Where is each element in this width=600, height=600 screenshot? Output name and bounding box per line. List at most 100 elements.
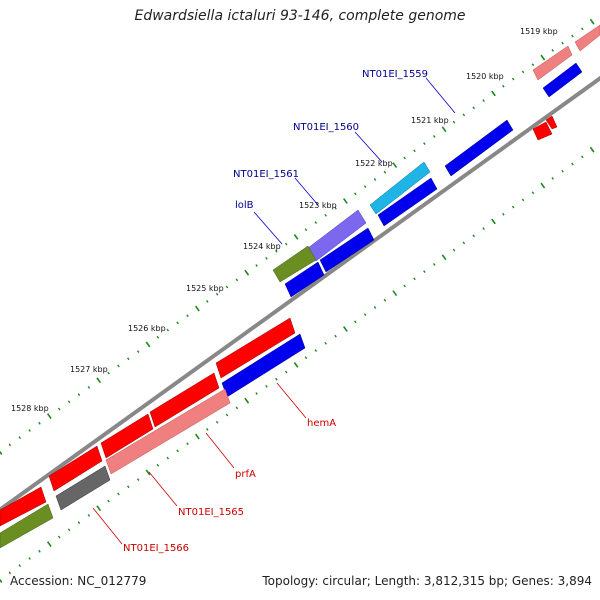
minor-tick	[334, 206, 337, 210]
gene-feature[interactable]	[149, 372, 220, 428]
minor-tick	[413, 277, 416, 281]
minor-tick	[502, 212, 505, 216]
major-tick	[392, 162, 398, 169]
forward-strand-genes	[0, 24, 600, 527]
minor-tick	[117, 492, 120, 496]
gene-label-NT01EI-1561[interactable]: NT01EI_1561	[233, 169, 299, 180]
major-tick	[145, 469, 151, 476]
gene-label-hemA[interactable]: hemA	[307, 418, 336, 429]
major-tick	[441, 254, 447, 261]
minor-tick	[373, 306, 377, 309]
minor-tick	[28, 429, 31, 432]
minor-tick	[571, 162, 574, 166]
leader-line	[425, 77, 456, 114]
gene-feature[interactable]	[532, 45, 573, 81]
gene-feature[interactable]	[369, 161, 431, 215]
gene-feature[interactable]	[215, 317, 296, 379]
minor-tick	[304, 356, 308, 360]
major-tick	[0, 450, 3, 455]
major-tick	[145, 341, 151, 348]
major-tick	[0, 578, 3, 583]
minor-tick	[225, 285, 229, 289]
genome-stats-text: Topology: circular; Length: 3,812,315 bp…	[262, 574, 592, 588]
minor-tick	[284, 242, 288, 246]
gene-feature[interactable]	[105, 388, 231, 475]
minor-tick	[8, 571, 12, 575]
minor-tick	[304, 228, 308, 232]
gene-feature[interactable]	[532, 121, 553, 141]
minor-tick	[265, 256, 268, 260]
gene-feature[interactable]	[574, 24, 600, 52]
gene-feature[interactable]	[0, 486, 47, 527]
leader-line	[253, 211, 283, 245]
minor-tick	[117, 364, 120, 368]
minor-tick	[324, 341, 327, 345]
minor-tick	[18, 564, 22, 568]
tick-label-1524: 1524 kbp	[243, 242, 281, 251]
major-tick	[244, 269, 250, 276]
minor-tick	[561, 41, 564, 45]
minor-tick	[77, 393, 81, 397]
major-tick	[491, 218, 496, 225]
tick-label-1521: 1521 kbp	[411, 116, 449, 125]
gene-feature[interactable]	[377, 177, 438, 227]
minor-tick	[186, 314, 189, 318]
gene-label-prfA[interactable]: prfA	[235, 469, 256, 480]
gene-feature[interactable]	[272, 245, 317, 283]
gene-label-NT01EI-1566[interactable]: NT01EI_1566	[123, 543, 189, 554]
minor-tick	[67, 528, 71, 532]
minor-tick	[255, 392, 258, 395]
minor-tick	[561, 169, 564, 173]
minor-tick	[511, 77, 515, 81]
minor-tick	[482, 227, 485, 230]
leader-line	[205, 432, 235, 469]
inner-tick-ring	[0, 146, 595, 583]
minor-tick	[423, 270, 426, 273]
gene-feature[interactable]	[100, 413, 154, 459]
minor-tick	[363, 185, 367, 189]
minor-tick	[472, 234, 476, 238]
minor-tick	[472, 106, 476, 110]
accession-text: Accession: NC_012779	[10, 574, 147, 588]
gene-feature[interactable]	[444, 119, 514, 177]
minor-tick	[107, 371, 110, 375]
minor-tick	[275, 377, 278, 381]
gene-label-lolB[interactable]: lolB	[235, 200, 254, 211]
gene-labels: NT01EI_1559 NT01EI_1560 NT01EI_1561 lolB…	[92, 69, 456, 554]
leader-line	[92, 507, 123, 545]
tick-label-1523: 1523 kbp	[299, 201, 337, 210]
tick-label-1528: 1528 kbp	[11, 404, 49, 413]
gene-feature[interactable]	[542, 62, 583, 98]
major-tick	[343, 198, 348, 204]
minor-tick	[176, 321, 179, 325]
gene-feature[interactable]	[55, 465, 111, 511]
minor-tick	[225, 413, 229, 417]
minor-tick	[166, 328, 170, 332]
minor-tick	[87, 386, 91, 389]
major-tick	[540, 54, 546, 61]
minor-tick	[107, 499, 110, 503]
gene-feature[interactable]	[284, 261, 325, 298]
tick-label-1527: 1527 kbp	[70, 365, 108, 374]
minor-tick	[452, 120, 456, 124]
gene-label-NT01EI-1559[interactable]: NT01EI_1559	[362, 69, 428, 80]
minor-tick	[383, 170, 387, 174]
gene-feature[interactable]	[48, 445, 103, 492]
minor-tick	[18, 436, 22, 440]
tick-label-1520: 1520 kbp	[466, 72, 504, 81]
minor-tick	[314, 349, 318, 352]
gene-feature[interactable]	[319, 227, 375, 273]
gene-feature[interactable]	[0, 503, 54, 549]
minor-tick	[334, 334, 337, 338]
gene-feature[interactable]	[545, 115, 558, 130]
minor-tick	[235, 278, 239, 282]
minor-tick	[581, 27, 584, 31]
minor-tick	[205, 300, 209, 303]
minor-tick	[432, 263, 436, 266]
gene-label-NT01EI-1560[interactable]: NT01EI_1560	[293, 122, 359, 133]
leader-line	[354, 131, 383, 163]
gene-label-NT01EI-1565[interactable]: NT01EI_1565	[178, 507, 244, 518]
minor-tick	[511, 205, 515, 209]
major-tick	[293, 361, 299, 368]
